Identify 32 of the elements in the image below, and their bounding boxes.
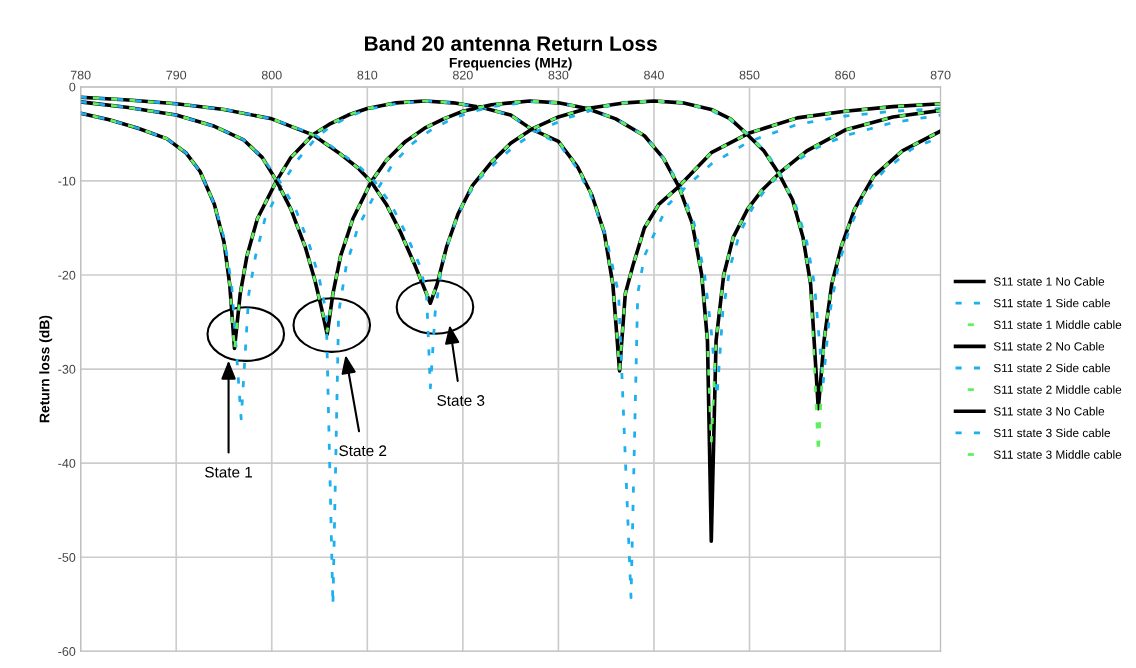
legend-label: S11 state 1 No Cable [993, 277, 1105, 286]
y-tick-label: -10 [58, 176, 76, 186]
x-tick-label: 850 [739, 70, 760, 80]
legend-label: S11 state 3 No Cable [993, 406, 1105, 416]
x-tick-label: 870 [930, 70, 951, 80]
annotation: State 1 [205, 466, 253, 478]
annotation: State 2 [339, 445, 387, 457]
x-tick-label: 840 [644, 70, 664, 80]
y-tick-label: -50 [58, 553, 76, 562]
y-tick-label: -30 [58, 364, 76, 374]
legend-label: S11 state 1 Side cable [993, 298, 1111, 308]
x-tick-label: 790 [166, 70, 187, 80]
chart-title: Band 20 antenna Return Loss [365, 35, 657, 51]
x-tick-label: 820 [452, 70, 473, 80]
legend-label: S11 state 2 No Cable [993, 341, 1105, 351]
x-tick-label: 810 [357, 70, 378, 80]
y-tick-label: 0 [69, 82, 76, 92]
legend-label: S11 state 3 Side cable [993, 428, 1111, 438]
x-axis-title: Frequencies (MHz) [449, 57, 572, 71]
y-tick-label: -40 [58, 458, 76, 468]
annotation: State 3 [437, 395, 485, 406]
legend-label: S11 state 2 Middle cable [993, 385, 1122, 394]
legend-label: S11 state 1 Middle cable [993, 320, 1122, 329]
y-axis-title: Return loss (dB) [39, 315, 53, 423]
y-tick-label: -60 [58, 647, 76, 656]
x-tick-label: 860 [835, 70, 855, 80]
legend-label: S11 state 2 Side cable [993, 363, 1111, 373]
x-tick-label: 830 [548, 70, 569, 80]
x-tick-label: 780 [70, 70, 91, 80]
legend-label: S11 state 3 Middle cable [993, 450, 1122, 459]
x-tick-label: 800 [261, 70, 282, 80]
y-tick-label: -20 [58, 270, 76, 280]
